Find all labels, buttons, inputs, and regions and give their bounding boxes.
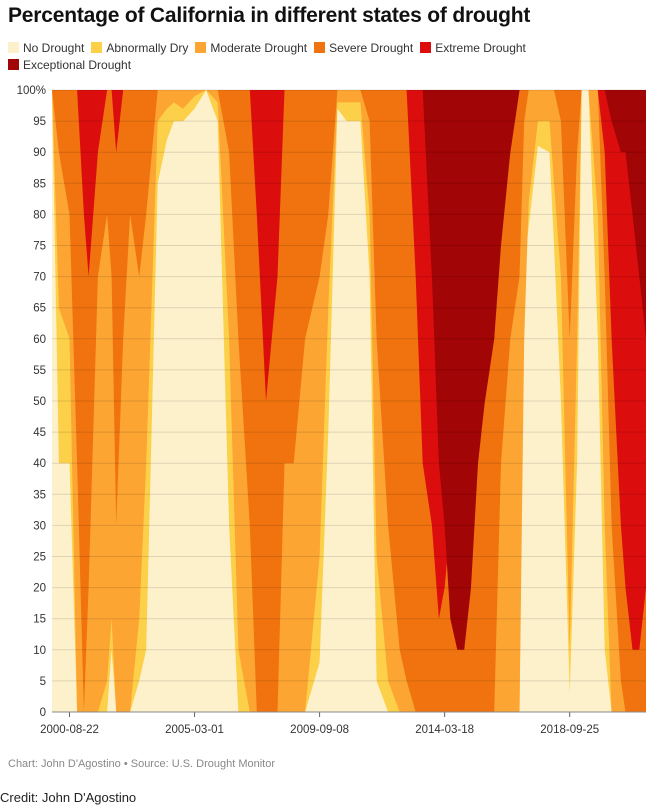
chart-title: Percentage of California in different st… xyxy=(8,4,531,27)
y-tick-label: 100% xyxy=(17,85,46,97)
legend-label: Extreme Drought xyxy=(435,41,526,55)
x-tick-label: 2018-09-25 xyxy=(540,724,599,736)
chart-source-footer: Chart: John D'Agostino • Source: U.S. Dr… xyxy=(8,758,276,770)
y-tick-label: 95 xyxy=(33,116,46,128)
legend-label: No Drought xyxy=(23,41,85,55)
drought-area-chart: 0 5 10 15 20 25 30 35 40 45 50 55 60 65 70 75 80 85 90 95 10… xyxy=(17,85,646,736)
legend-label: Moderate Drought xyxy=(210,41,308,55)
y-tick-label: 50 xyxy=(33,396,46,408)
legend-label: Exceptional Drought xyxy=(23,58,132,72)
y-tick-label: 25 xyxy=(33,552,46,564)
legend-swatch xyxy=(8,42,19,53)
legend-swatch xyxy=(8,59,19,70)
legend: No Drought Abnormally Dry Moderate Drought… xyxy=(8,40,648,74)
x-tick-label: 2009-09-08 xyxy=(290,724,349,736)
y-tick-label: 0 xyxy=(40,707,46,719)
legend-label: Severe Drought xyxy=(329,41,414,55)
y-tick-label: 40 xyxy=(33,458,46,470)
legend-swatch xyxy=(91,42,103,53)
x-tick-label: 2005-03-01 xyxy=(165,724,224,736)
y-tick-label: 35 xyxy=(33,489,46,501)
y-tick-label: 30 xyxy=(33,520,46,532)
y-tick-label: 20 xyxy=(33,583,46,595)
y-tick-label: 75 xyxy=(33,241,46,253)
legend-item-no-drought: No Drought xyxy=(8,40,84,57)
y-tick-label: 70 xyxy=(33,272,46,284)
y-tick-label: 5 xyxy=(40,676,46,688)
legend-item-exceptional-drought: Exceptional Drought xyxy=(8,57,131,74)
legend-item-extreme-drought: Extreme Drought xyxy=(420,40,526,57)
y-tick-label: 10 xyxy=(33,645,46,657)
legend-swatch xyxy=(314,42,326,53)
legend-label: Abnormally Dry xyxy=(106,41,189,55)
y-tick-label: 45 xyxy=(33,427,46,439)
x-tick-label: 2000-08-22 xyxy=(40,724,99,736)
y-tick-label: 85 xyxy=(33,178,46,190)
y-tick-label: 80 xyxy=(33,209,46,221)
legend-item-abnormally-dry: Abnormally Dry xyxy=(91,40,188,57)
y-tick-label: 60 xyxy=(33,334,46,346)
legend-item-moderate-drought: Moderate Drought xyxy=(195,40,307,57)
area-exceptional-drought xyxy=(52,90,646,650)
legend-swatch xyxy=(420,42,432,53)
y-tick-label: 15 xyxy=(33,614,46,626)
legend-item-severe-drought: Severe Drought xyxy=(314,40,413,57)
y-tick-label: 90 xyxy=(33,147,46,159)
x-tick-label: 2014-03-18 xyxy=(415,724,474,736)
legend-swatch xyxy=(195,42,207,53)
y-tick-label: 65 xyxy=(33,303,46,315)
y-tick-label: 55 xyxy=(33,365,46,377)
photo-credit: Credit: John D'Agostino xyxy=(0,790,137,805)
